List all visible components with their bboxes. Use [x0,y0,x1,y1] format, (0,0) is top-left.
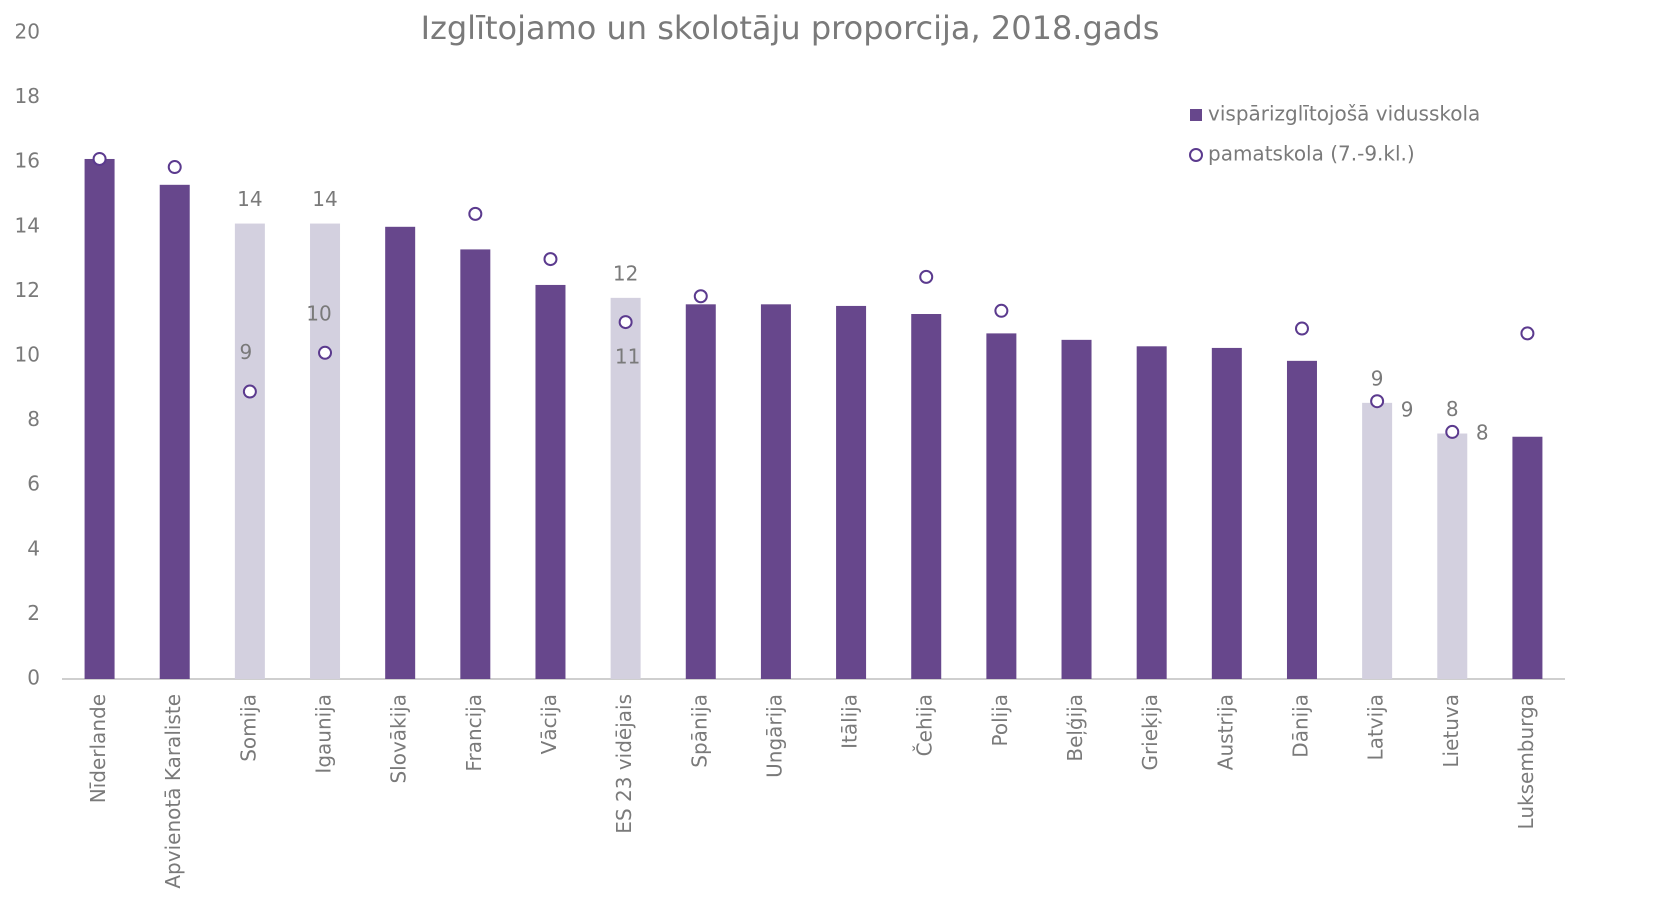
bar [1211,347,1242,679]
data-label: 9 [1371,366,1384,390]
x-tick-label: Lietuva [1439,694,1463,768]
data-label: 9 [1401,398,1414,422]
marker [1445,424,1460,439]
marker [1520,326,1535,341]
bar [610,297,641,679]
x-tick-label: Luksemburga [1514,694,1538,829]
x-tick-label: Dānija [1288,694,1312,758]
y-tick-label: 18 [15,84,40,108]
y-tick-label: 2 [27,601,40,625]
y-tick-label: 16 [15,149,40,173]
bar [234,223,265,679]
bar [836,305,867,679]
y-tick-label: 12 [15,278,40,302]
legend-swatch [1190,109,1202,121]
data-label: 10 [306,301,331,325]
bar [385,226,416,680]
bar [760,304,791,679]
data-label: 8 [1476,420,1489,444]
marker [919,269,934,284]
y-tick-label: 6 [27,472,40,496]
bar [911,314,942,679]
y-tick-label: 0 [27,666,40,690]
x-tick-label: Austrija [1213,694,1237,770]
x-tick-label: Apvienotā Karaliste [161,694,185,889]
x-tick-label: Itālija [838,694,862,749]
marker [92,151,107,166]
x-tick-label: Beļģija [1063,694,1087,762]
x-tick-label: Slovākija [387,694,411,784]
marker [1370,394,1385,409]
x-tick-label: ES 23 vidējais [612,694,636,834]
marker [167,160,182,175]
data-label: 8 [1446,397,1459,421]
data-label: 12 [613,261,638,285]
bar [1512,436,1543,679]
y-tick-label: 20 [15,20,40,44]
marker [318,345,333,360]
x-tick-label: Nīderlande [86,694,110,803]
legend-label: vispārizglītojošā vidusskola [1208,102,1480,126]
y-tick-label: 10 [15,343,40,367]
marker [618,315,633,330]
legend-marker [1189,148,1203,162]
x-tick-label: Vācija [537,694,561,754]
bar [986,333,1017,679]
bar [1136,346,1167,679]
marker [242,384,257,399]
marker [1294,321,1309,336]
x-tick-label: Latvija [1364,694,1388,760]
marker [693,289,708,304]
marker [468,206,483,221]
bar [159,184,190,679]
data-label: 11 [615,345,640,369]
x-tick-label: Ungārija [762,694,786,778]
bar [1362,402,1393,679]
bar [310,223,341,679]
legend-label: pamatskola (7.-9.kl.) [1208,142,1415,166]
y-tick-label: 14 [15,213,40,237]
x-tick-label: Polija [988,694,1012,747]
y-tick-label: 8 [27,407,40,431]
bar [460,249,491,679]
x-tick-label: Igaunija [312,694,336,774]
bar [1286,360,1317,679]
y-tick-label: 4 [27,536,40,560]
data-label: 14 [237,187,262,211]
bar [1061,339,1092,679]
x-tick-label: Grieķija [1138,694,1162,771]
x-tick-label: Spānija [687,694,711,768]
data-label: 14 [312,187,337,211]
x-tick-label: Somija [236,694,260,762]
chart-title: Izglītojamo un skolotāju proporcija, 201… [421,9,1160,47]
bar [84,158,115,680]
bar [1437,433,1468,679]
bar [535,284,566,679]
x-tick-label: Čehija [913,694,937,756]
x-tick-label: Francija [462,694,486,772]
marker [543,252,558,267]
marker [994,303,1009,318]
bar [685,304,716,679]
data-label: 9 [240,340,253,364]
